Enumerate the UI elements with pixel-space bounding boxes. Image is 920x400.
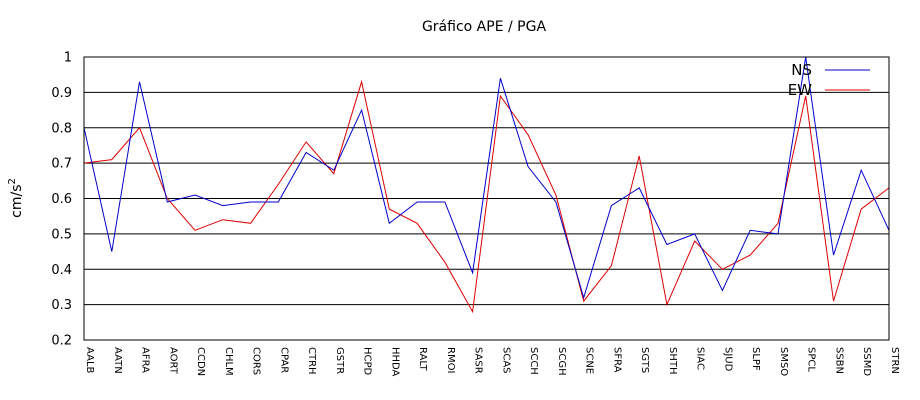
x-tick-labels: AALB AATN AFRA AORT CCDN CHLM CORS CPAR CTRH GSTR… [84, 347, 900, 377]
y-tick-label: 0.4 [51, 263, 72, 278]
y-tick-label: 0.2 [51, 334, 72, 349]
x-tick-label: GSTR [334, 347, 345, 374]
y-axis-label: cm/s2 [7, 178, 25, 218]
x-tick-label: SSBN [833, 347, 844, 374]
y-tick-label: 0.5 [51, 227, 72, 242]
series-line-ew [83, 79, 890, 314]
x-tick-label: AORT [167, 347, 178, 375]
x-tick-label: SASR [473, 347, 484, 374]
legend-label-ew: EW [788, 81, 812, 99]
y-axis-label-text: cm/s [9, 185, 25, 218]
y-tick-label: 0.6 [51, 192, 72, 207]
series-line-ns [83, 56, 890, 300]
x-tick-label: AATN [112, 347, 123, 374]
x-tick-label: RMOI [445, 347, 456, 373]
x-tick-label: SLPF [750, 347, 761, 371]
x-tick-label: AFRA [140, 347, 151, 373]
x-tick-label: CPAR [278, 347, 289, 373]
x-tick-label: HCPD [362, 347, 373, 376]
plot-area-frame [83, 56, 890, 341]
legend-label-ns: NS [791, 61, 812, 79]
x-tick-label: SHTH [667, 347, 678, 375]
x-tick-label: AALB [84, 347, 95, 374]
x-tick-label: CHLM [223, 347, 234, 376]
x-tick-label: SSMD [861, 347, 872, 376]
y-tick-label: 0.8 [51, 121, 72, 136]
x-tick-label: SCGH [556, 347, 567, 376]
x-tick-label: HHDA [389, 347, 400, 377]
x-tick-label: STRN [889, 347, 900, 374]
x-tick-label: CORS [251, 347, 262, 375]
x-tick-label: SMSO [778, 347, 789, 376]
y-axis-label-superscript: 2 [7, 178, 18, 184]
x-tick-label: SIAC [695, 347, 706, 370]
y-tick-label: 0.9 [51, 86, 72, 101]
y-tick-label: 0.7 [51, 157, 72, 172]
x-tick-label: RALT [417, 347, 428, 372]
y-tick-label: 0.3 [51, 298, 72, 313]
x-tick-label: SCAS [500, 347, 511, 374]
x-tick-label: SCNE [584, 347, 595, 374]
x-tick-label: SCCH [528, 347, 539, 375]
x-tick-label: SPCL [806, 347, 817, 372]
x-tick-label: SGTS [639, 347, 650, 373]
x-tick-label: CTRH [306, 347, 317, 375]
y-tick-labels: 0.2 0.3 0.4 0.5 0.6 0.7 0.8 0.9 1 [51, 51, 72, 349]
chart-title: Gráfico APE / PGA [422, 19, 546, 35]
legend: NS EW [788, 61, 870, 99]
x-tick-label: CCDN [195, 347, 206, 376]
x-tick-label: SJUD [722, 347, 733, 372]
x-tick-label: SFRA [611, 347, 622, 373]
series-lines [83, 56, 890, 314]
y-tick-label: 1 [64, 51, 72, 66]
